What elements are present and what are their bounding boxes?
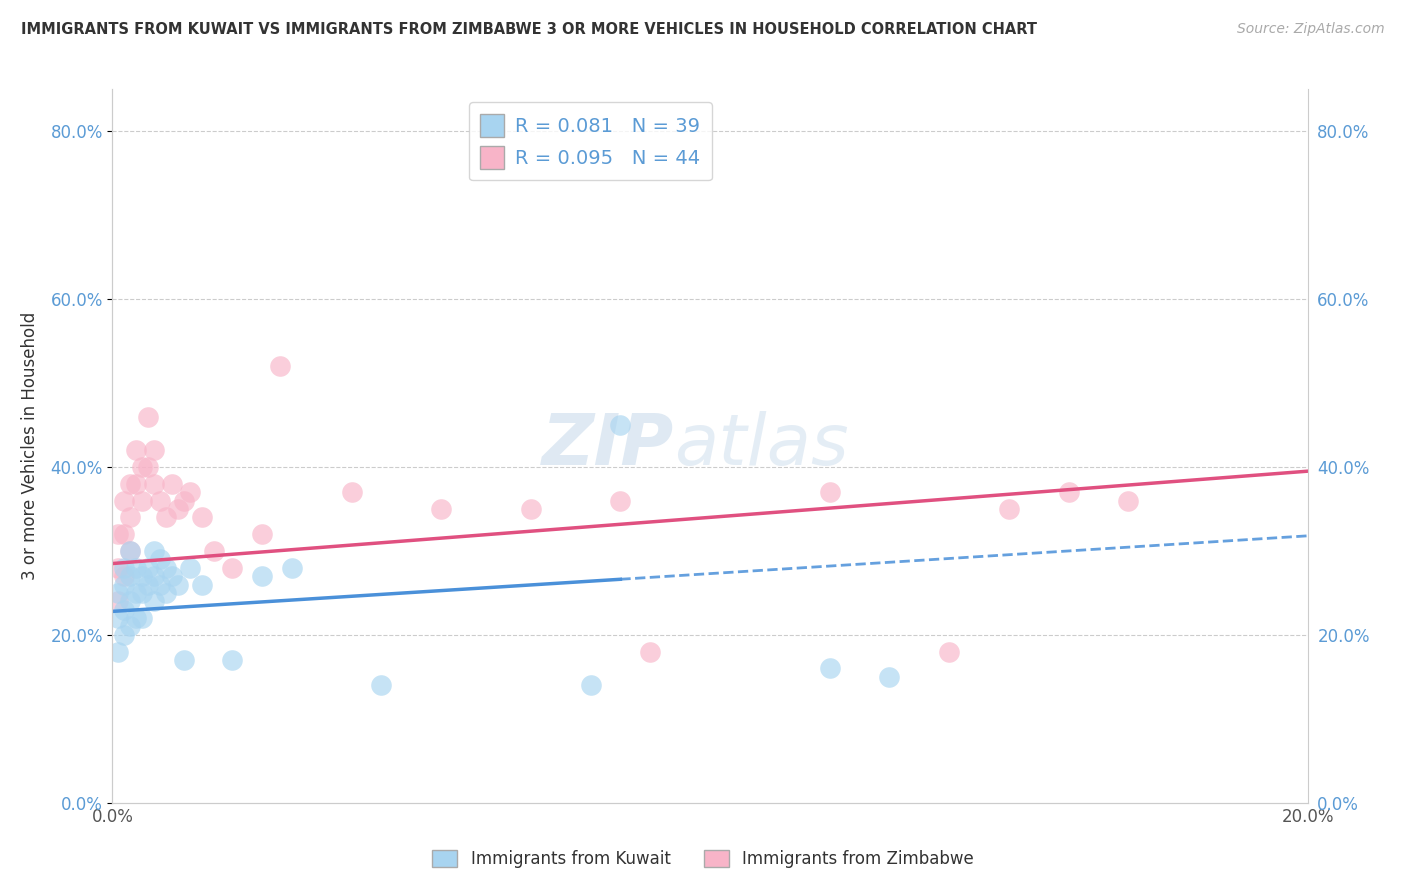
Point — [138, 577, 160, 591]
Point — [167, 502, 190, 516]
Point — [149, 552, 172, 566]
Point — [579, 678, 602, 692]
Point — [120, 476, 142, 491]
Point — [114, 560, 135, 574]
Point — [125, 476, 148, 491]
Point — [114, 577, 135, 591]
Point — [155, 510, 177, 524]
Text: Source: ZipAtlas.com: Source: ZipAtlas.com — [1237, 22, 1385, 37]
Point — [162, 476, 183, 491]
Point — [114, 527, 135, 541]
Point — [120, 569, 142, 583]
Point — [173, 653, 195, 667]
Point — [191, 577, 214, 591]
Point — [114, 603, 135, 617]
Point — [1057, 485, 1080, 500]
Point — [131, 569, 153, 583]
Point — [138, 560, 160, 574]
Point — [138, 460, 160, 475]
Point — [370, 678, 392, 692]
Legend: Immigrants from Kuwait, Immigrants from Zimbabwe: Immigrants from Kuwait, Immigrants from … — [426, 843, 980, 875]
Point — [221, 653, 243, 667]
Point — [120, 544, 142, 558]
Point — [149, 493, 172, 508]
Text: ZIP: ZIP — [541, 411, 675, 481]
Point — [125, 586, 148, 600]
Point — [143, 443, 166, 458]
Point — [167, 577, 190, 591]
Point — [131, 460, 153, 475]
Point — [143, 476, 166, 491]
Point — [107, 611, 129, 625]
Point — [818, 661, 841, 675]
Point — [520, 502, 543, 516]
Point — [120, 594, 142, 608]
Point — [938, 645, 960, 659]
Point — [107, 527, 129, 541]
Point — [340, 485, 363, 500]
Point — [1118, 493, 1140, 508]
Point — [998, 502, 1021, 516]
Point — [125, 611, 148, 625]
Text: IMMIGRANTS FROM KUWAIT VS IMMIGRANTS FROM ZIMBABWE 3 OR MORE VEHICLES IN HOUSEHO: IMMIGRANTS FROM KUWAIT VS IMMIGRANTS FRO… — [21, 22, 1038, 37]
Point — [107, 594, 129, 608]
Point — [107, 586, 129, 600]
Point — [173, 493, 195, 508]
Point — [120, 544, 142, 558]
Point — [107, 560, 129, 574]
Text: atlas: atlas — [675, 411, 849, 481]
Point — [131, 611, 153, 625]
Point — [221, 560, 243, 574]
Point — [125, 443, 148, 458]
Point — [131, 586, 153, 600]
Point — [114, 493, 135, 508]
Y-axis label: 3 or more Vehicles in Household: 3 or more Vehicles in Household — [21, 312, 39, 580]
Point — [202, 544, 225, 558]
Point — [179, 560, 201, 574]
Point — [155, 586, 177, 600]
Point — [250, 569, 273, 583]
Point — [609, 417, 631, 432]
Legend: R = 0.081   N = 39, R = 0.095   N = 44: R = 0.081 N = 39, R = 0.095 N = 44 — [468, 103, 713, 180]
Point — [120, 619, 142, 633]
Point — [107, 645, 129, 659]
Point — [114, 628, 135, 642]
Point — [162, 569, 183, 583]
Point — [818, 485, 841, 500]
Point — [609, 493, 631, 508]
Point — [179, 485, 201, 500]
Point — [149, 577, 172, 591]
Point — [138, 409, 160, 424]
Point — [879, 670, 901, 684]
Point — [250, 527, 273, 541]
Point — [143, 569, 166, 583]
Point — [191, 510, 214, 524]
Point — [120, 510, 142, 524]
Point — [143, 594, 166, 608]
Point — [114, 569, 135, 583]
Point — [143, 544, 166, 558]
Point — [269, 359, 291, 374]
Point — [281, 560, 304, 574]
Point — [430, 502, 453, 516]
Point — [131, 493, 153, 508]
Point — [155, 560, 177, 574]
Point — [125, 560, 148, 574]
Point — [640, 645, 662, 659]
